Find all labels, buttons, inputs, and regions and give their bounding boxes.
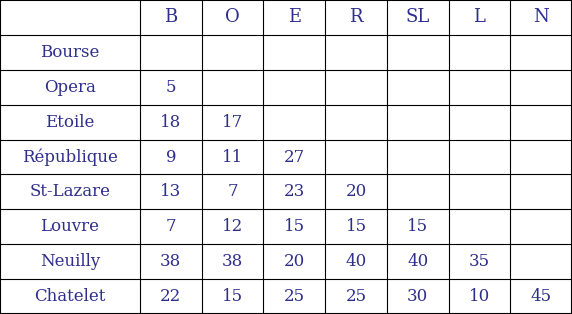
- Text: 38: 38: [222, 253, 243, 270]
- Text: 10: 10: [469, 288, 490, 305]
- Text: 13: 13: [160, 183, 181, 200]
- Text: St-Lazare: St-Lazare: [30, 183, 110, 200]
- Text: 20: 20: [345, 183, 367, 200]
- Text: 40: 40: [345, 253, 367, 270]
- Text: 25: 25: [284, 288, 305, 305]
- Text: 20: 20: [284, 253, 305, 270]
- Text: Neuilly: Neuilly: [40, 253, 100, 270]
- Text: 7: 7: [165, 218, 176, 235]
- Text: Chatelet: Chatelet: [34, 288, 106, 305]
- Text: 40: 40: [407, 253, 428, 270]
- Text: 27: 27: [284, 149, 305, 165]
- Text: 7: 7: [227, 183, 238, 200]
- Text: 5: 5: [166, 79, 176, 96]
- Text: Etoile: Etoile: [45, 114, 95, 131]
- Text: 30: 30: [407, 288, 428, 305]
- Text: SL: SL: [406, 8, 430, 26]
- Text: 35: 35: [469, 253, 490, 270]
- Text: 38: 38: [160, 253, 181, 270]
- Text: 15: 15: [345, 218, 367, 235]
- Text: O: O: [225, 8, 240, 26]
- Text: 15: 15: [284, 218, 305, 235]
- Text: B: B: [164, 8, 177, 26]
- Text: 15: 15: [222, 288, 243, 305]
- Text: 9: 9: [166, 149, 176, 165]
- Text: Opera: Opera: [44, 79, 96, 96]
- Text: 18: 18: [160, 114, 181, 131]
- Text: 45: 45: [531, 288, 552, 305]
- Text: 25: 25: [345, 288, 367, 305]
- Text: Louvre: Louvre: [41, 218, 100, 235]
- Text: Bourse: Bourse: [40, 44, 100, 61]
- Text: 11: 11: [222, 149, 243, 165]
- Text: E: E: [288, 8, 301, 26]
- Text: 15: 15: [407, 218, 428, 235]
- Text: 22: 22: [160, 288, 181, 305]
- Text: 12: 12: [222, 218, 243, 235]
- Text: L: L: [474, 8, 486, 26]
- Text: R: R: [349, 8, 363, 26]
- Text: 17: 17: [222, 114, 243, 131]
- Text: N: N: [533, 8, 549, 26]
- Text: 23: 23: [284, 183, 305, 200]
- Text: République: République: [22, 148, 118, 166]
